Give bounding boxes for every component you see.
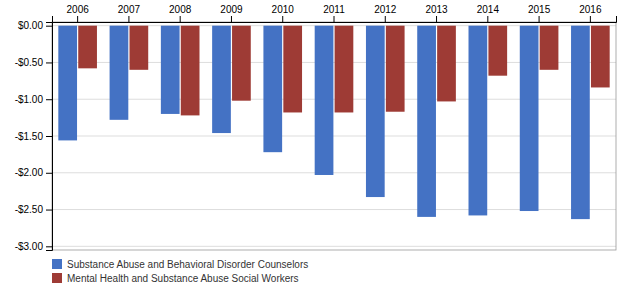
x-tick-mark [385, 16, 386, 22]
bar-series [58, 26, 589, 219]
y-tick-label: -$3.00 [15, 241, 44, 252]
y-tick-label: $0.00 [18, 20, 43, 31]
x-tick-label: 2007 [118, 4, 141, 15]
bar [232, 26, 251, 101]
legend-item: Substance Abuse and Behavioral Disorder … [52, 259, 308, 270]
bar [366, 26, 385, 197]
y-tick-label: -$2.50 [15, 204, 44, 215]
x-tick-mark [590, 16, 591, 22]
bar [58, 26, 77, 141]
legend-swatch [52, 259, 62, 269]
x-tick-mark [77, 16, 78, 22]
y-tick-label: -$1.50 [15, 131, 44, 142]
y-tick: -$2.00 [15, 167, 52, 178]
x-tick: 2008 [169, 4, 192, 22]
bar [386, 26, 405, 112]
y-tick: -$3.00 [15, 241, 52, 252]
grid-line [52, 246, 616, 247]
x-tick-label: 2013 [425, 4, 448, 15]
y-tick-mark [46, 173, 52, 174]
y-axis: $0.00 -$0.50 -$1.00 -$1.50 -$2.00 -$2.50 -$3.0… [15, 20, 53, 252]
x-tick: 2016 [579, 4, 602, 22]
x-tick-label: 2012 [374, 4, 397, 15]
x-tick-mark [180, 16, 181, 22]
x-tick-mark [128, 16, 129, 22]
plot: 2006 2007 2008 2009 2010 2011 2012 2013 2014 2015… [15, 4, 617, 252]
y-tick-mark [46, 210, 52, 211]
y-tick-mark [46, 136, 52, 137]
x-tick-mark [334, 16, 335, 22]
legend-item: Mental Health and Substance Abuse Social… [52, 273, 299, 284]
x-tick-mark [282, 16, 283, 22]
bar [130, 26, 149, 70]
bar [212, 26, 231, 133]
legend-swatch [52, 273, 62, 283]
bar [437, 26, 456, 102]
x-tick-label: 2009 [220, 4, 243, 15]
x-tick-mark [539, 16, 540, 22]
legend: Substance Abuse and Behavioral Disorder … [52, 259, 308, 284]
x-tick-label: 2011 [323, 4, 345, 15]
bar [591, 26, 610, 88]
bar [161, 26, 180, 114]
plot-frame [52, 22, 616, 250]
x-tick: 2015 [528, 4, 551, 22]
x-tick: 2010 [272, 4, 295, 22]
x-tick-label: 2014 [477, 4, 500, 15]
y-tick-mark [46, 99, 52, 100]
y-tick-mark [46, 246, 52, 247]
x-tick: 2014 [477, 4, 500, 22]
x-tick: 2009 [220, 4, 243, 22]
bar [315, 26, 334, 175]
bar [488, 26, 507, 76]
x-tick-label: 2008 [169, 4, 192, 15]
x-tick: 2006 [67, 4, 90, 22]
x-tick-label: 2010 [272, 4, 295, 15]
y-tick: -$1.00 [15, 94, 52, 105]
bar-series [78, 26, 609, 116]
x-tick: 2012 [374, 4, 397, 22]
y-axis-line [46, 23, 53, 251]
x-axis-line [53, 16, 617, 23]
x-tick: 2011 [323, 4, 345, 22]
chart-container: 2006 2007 2008 2009 2010 2011 2012 2013 2014 2015… [0, 0, 628, 294]
x-tick-mark [231, 16, 232, 22]
y-tick: $0.00 [18, 20, 52, 31]
bar [110, 26, 129, 120]
bar [571, 26, 590, 219]
bar [520, 26, 539, 211]
bar [417, 26, 436, 217]
grid [52, 26, 616, 247]
bars [58, 26, 609, 219]
x-tick-mark [487, 16, 488, 22]
bar [78, 26, 97, 69]
y-tick-label: -$2.00 [15, 167, 44, 178]
y-tick-label: -$0.50 [15, 57, 44, 68]
legend-label: Substance Abuse and Behavioral Disorder … [67, 259, 308, 270]
bar [181, 26, 200, 116]
bar [283, 26, 302, 113]
bar [263, 26, 282, 153]
y-tick-mark [46, 26, 52, 27]
x-tick-label: 2015 [528, 4, 551, 15]
x-tick: 2013 [425, 4, 448, 22]
x-tick-label: 2006 [67, 4, 90, 15]
x-tick: 2007 [118, 4, 141, 22]
y-tick-label: -$1.00 [15, 94, 44, 105]
x-axis: 2006 2007 2008 2009 2010 2011 2012 2013 2014 2015… [53, 4, 617, 23]
bar [469, 26, 488, 216]
y-tick: -$1.50 [15, 131, 52, 142]
bar [335, 26, 354, 113]
x-tick-mark [436, 16, 437, 22]
bar [540, 26, 559, 70]
x-tick-label: 2016 [579, 4, 602, 15]
legend-label: Mental Health and Substance Abuse Social… [67, 273, 299, 284]
y-tick-mark [46, 62, 52, 63]
chart-svg: 2006 2007 2008 2009 2010 2011 2012 2013 2014 2015… [0, 0, 628, 294]
y-tick: -$2.50 [15, 204, 52, 215]
y-tick: -$0.50 [15, 57, 52, 68]
